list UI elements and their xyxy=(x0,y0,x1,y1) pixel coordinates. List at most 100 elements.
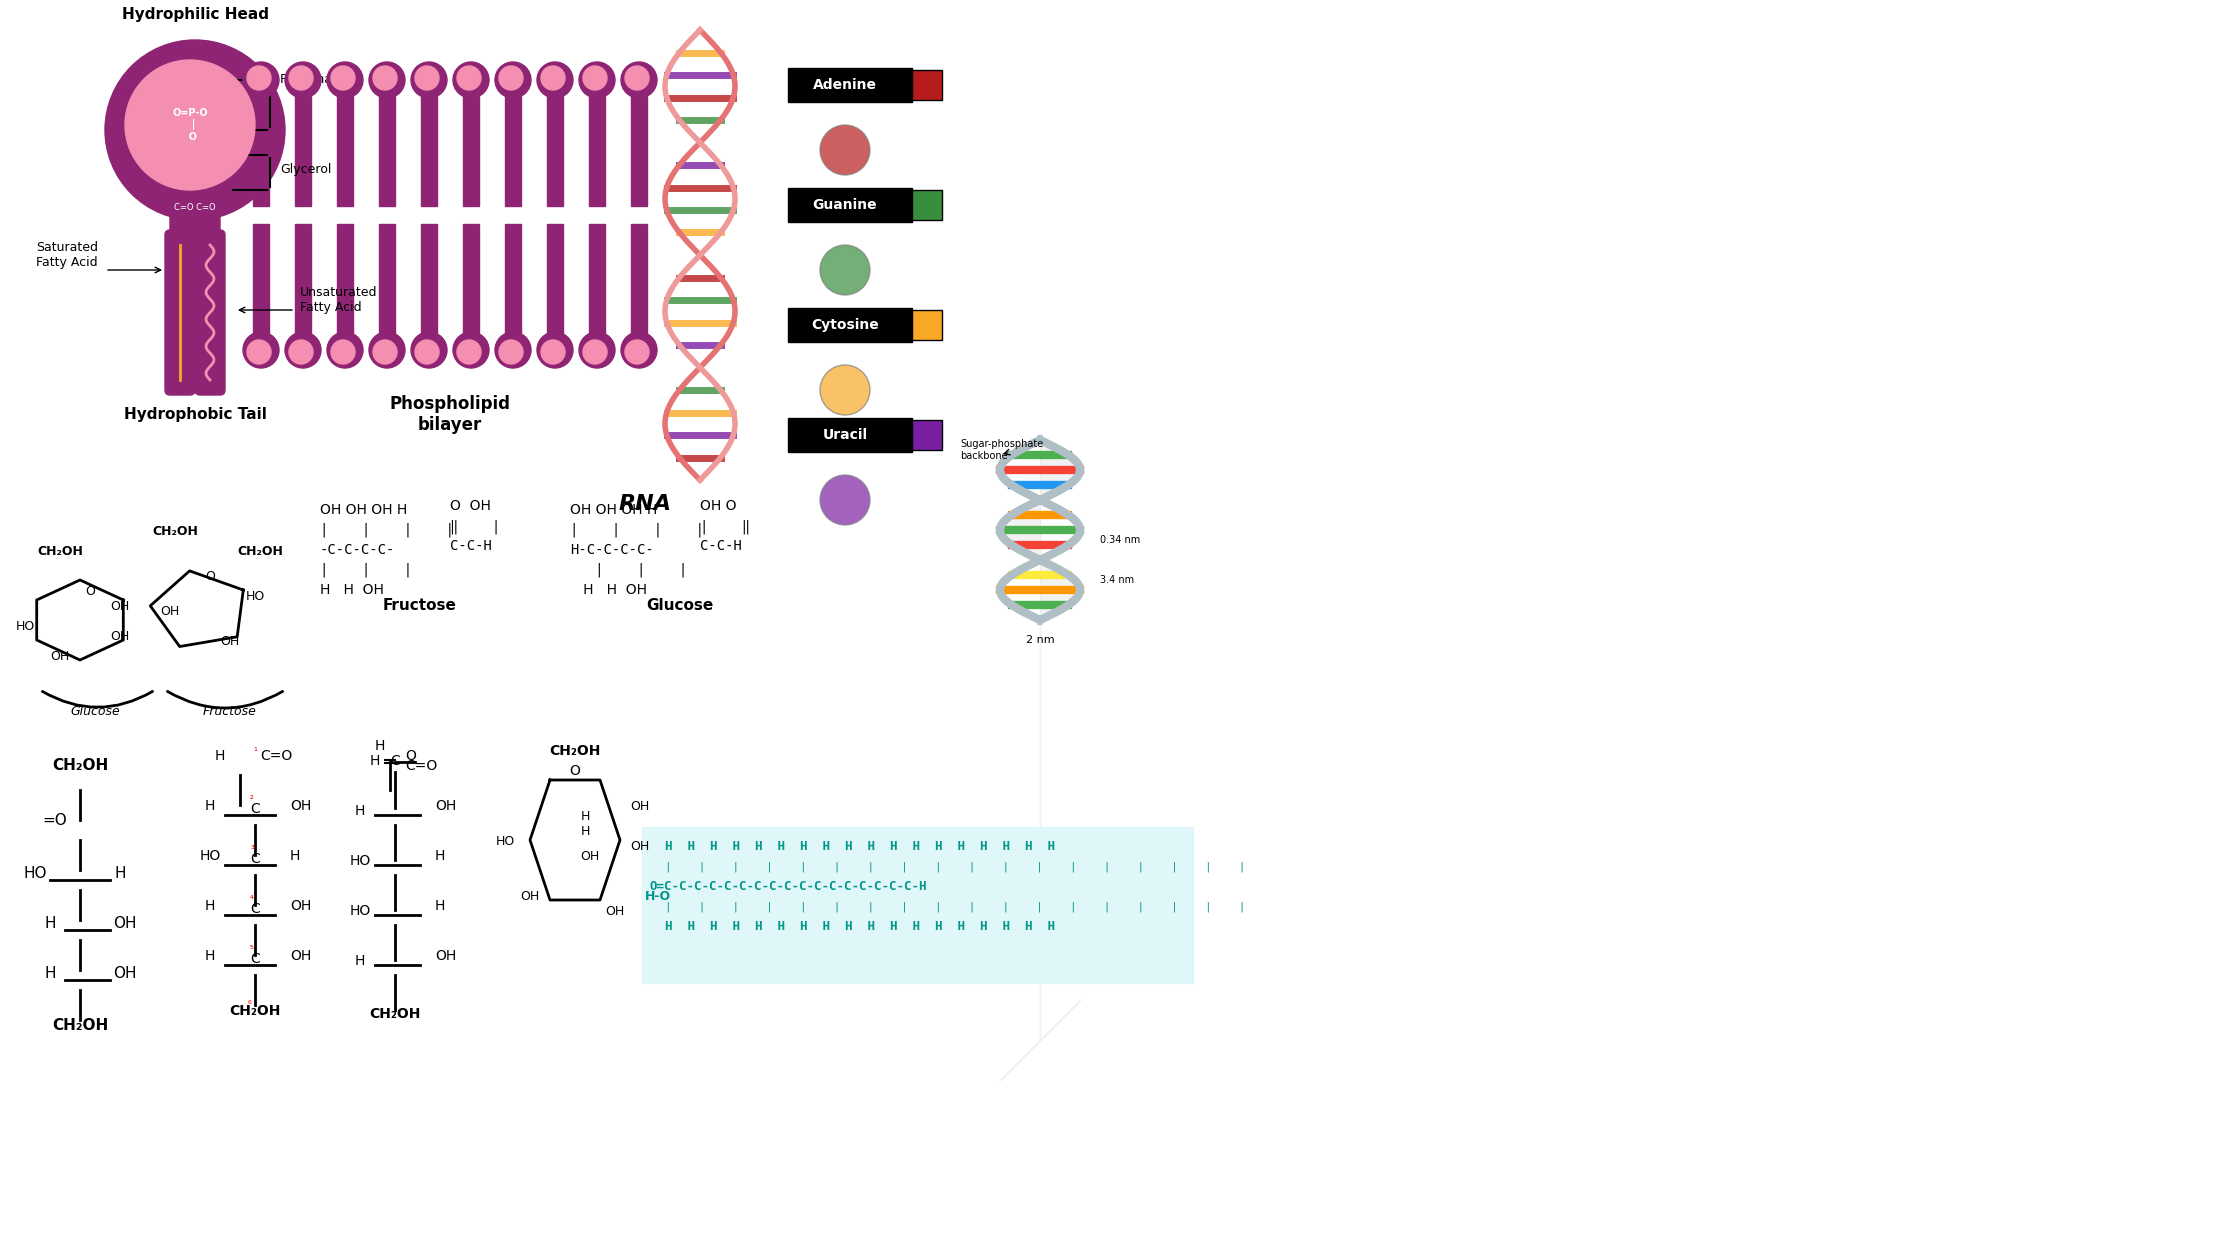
Circle shape xyxy=(542,66,564,89)
Bar xyxy=(464,224,479,334)
Circle shape xyxy=(582,66,607,89)
Circle shape xyxy=(284,62,320,98)
Text: OH: OH xyxy=(629,840,650,853)
Circle shape xyxy=(500,340,522,364)
Text: OH: OH xyxy=(629,800,650,813)
Text: HO: HO xyxy=(22,866,47,881)
Text: CH₂OH: CH₂OH xyxy=(52,1018,108,1033)
Circle shape xyxy=(374,340,396,364)
Circle shape xyxy=(625,66,650,89)
FancyBboxPatch shape xyxy=(643,827,1194,983)
Text: HO: HO xyxy=(246,590,264,604)
Circle shape xyxy=(332,340,354,364)
Circle shape xyxy=(495,62,531,98)
Text: OH OH OH H: OH OH OH H xyxy=(569,503,656,517)
Bar xyxy=(464,96,479,205)
FancyBboxPatch shape xyxy=(170,181,220,238)
Circle shape xyxy=(327,62,363,98)
Text: H: H xyxy=(354,954,365,968)
Text: OH: OH xyxy=(110,600,130,614)
Text: 0.34 nm: 0.34 nm xyxy=(1100,536,1140,546)
Text: H   H  OH: H H OH xyxy=(320,583,383,597)
Text: OH OH OH H: OH OH OH H xyxy=(320,503,408,517)
Bar xyxy=(336,224,354,334)
Text: H  H  H  H  H  H  H  H  H  H  H  H  H  H  H  H  H  H: H H H H H H H H H H H H H H H H H H xyxy=(665,920,1055,932)
Text: Saturated
Fatty Acid: Saturated Fatty Acid xyxy=(36,241,99,268)
Text: CH₂OH: CH₂OH xyxy=(549,743,600,759)
Text: OH: OH xyxy=(289,949,311,963)
Text: C=O: C=O xyxy=(260,748,291,764)
Text: Hydrophobic Tail: Hydrophobic Tail xyxy=(123,407,267,422)
Bar xyxy=(253,96,269,205)
Text: O: O xyxy=(569,764,580,777)
Text: H: H xyxy=(435,849,446,863)
Bar xyxy=(253,224,269,334)
Text: OH: OH xyxy=(289,898,311,914)
Circle shape xyxy=(620,331,656,368)
Text: ⁵: ⁵ xyxy=(251,945,253,955)
Text: ⁴: ⁴ xyxy=(251,895,253,905)
Text: HO: HO xyxy=(349,903,370,919)
Circle shape xyxy=(542,340,564,364)
Circle shape xyxy=(582,340,607,364)
Text: C-C-H: C-C-H xyxy=(699,539,741,553)
Circle shape xyxy=(457,66,482,89)
Text: HO: HO xyxy=(495,835,515,848)
Text: H   H  OH: H H OH xyxy=(569,583,647,597)
Text: C: C xyxy=(251,852,260,866)
Text: Unsaturated
Fatty Acid: Unsaturated Fatty Acid xyxy=(300,286,379,314)
Circle shape xyxy=(500,66,522,89)
Bar xyxy=(421,224,437,334)
Text: |    ‖: | ‖ xyxy=(699,519,750,533)
Text: CH₂OH: CH₂OH xyxy=(38,546,83,558)
Text: CH₂OH: CH₂OH xyxy=(228,1004,280,1018)
Text: 3.4 nm: 3.4 nm xyxy=(1100,575,1133,585)
Bar xyxy=(632,96,647,205)
Circle shape xyxy=(414,340,439,364)
Text: C=O: C=O xyxy=(405,759,437,772)
Text: OH: OH xyxy=(114,966,137,982)
Circle shape xyxy=(820,125,869,175)
FancyBboxPatch shape xyxy=(195,231,224,394)
Bar xyxy=(912,71,943,100)
Text: O: O xyxy=(85,585,94,598)
Text: OH: OH xyxy=(49,650,69,663)
Text: C: C xyxy=(390,753,401,769)
Text: Phosphate: Phosphate xyxy=(280,73,345,87)
Text: 2 nm: 2 nm xyxy=(1026,635,1055,645)
Text: H: H xyxy=(289,849,300,863)
Bar xyxy=(336,96,354,205)
Text: Phospholipid
bilayer: Phospholipid bilayer xyxy=(390,396,511,433)
Text: ⁶: ⁶ xyxy=(249,1000,251,1011)
Bar xyxy=(547,96,562,205)
Circle shape xyxy=(374,66,396,89)
Text: O: O xyxy=(206,570,215,583)
Circle shape xyxy=(327,331,363,368)
Circle shape xyxy=(820,475,869,525)
FancyBboxPatch shape xyxy=(788,418,912,452)
Text: H: H xyxy=(215,748,226,764)
Circle shape xyxy=(820,244,869,295)
Bar xyxy=(547,224,562,334)
Circle shape xyxy=(538,331,573,368)
Text: H-O: H-O xyxy=(645,890,672,903)
Circle shape xyxy=(625,340,650,364)
Text: C: C xyxy=(251,902,260,916)
Bar xyxy=(421,96,437,205)
Text: Fructose: Fructose xyxy=(383,598,457,614)
Text: OH: OH xyxy=(520,890,540,903)
Text: Glycerol: Glycerol xyxy=(280,164,332,176)
Circle shape xyxy=(410,331,448,368)
Circle shape xyxy=(410,62,448,98)
Text: |    |    |: | | | xyxy=(569,563,688,577)
Text: CH₂OH: CH₂OH xyxy=(152,525,197,538)
Text: OH: OH xyxy=(110,630,130,643)
Text: O  OH: O OH xyxy=(450,499,491,513)
Circle shape xyxy=(246,66,271,89)
Circle shape xyxy=(538,62,573,98)
Text: -C-C-C-C-: -C-C-C-C- xyxy=(320,543,396,557)
Text: OH: OH xyxy=(220,635,240,648)
Text: H: H xyxy=(204,799,215,813)
Text: OH: OH xyxy=(435,949,457,963)
Circle shape xyxy=(246,340,271,364)
